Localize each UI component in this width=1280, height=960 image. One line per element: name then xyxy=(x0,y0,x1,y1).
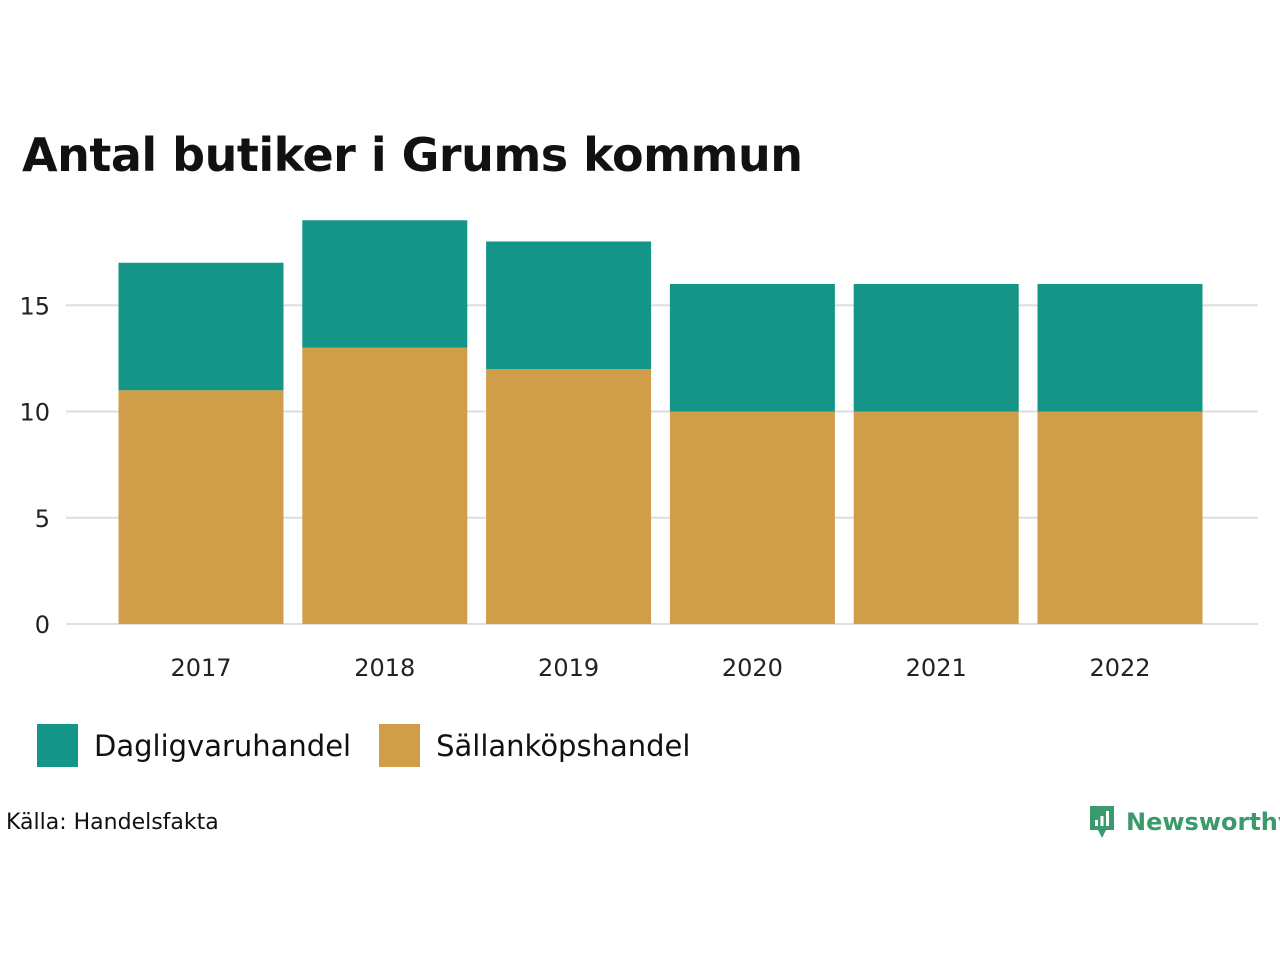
bar-2022-dagligvaruhandel xyxy=(1037,284,1203,412)
y-tick-label-0: 0 xyxy=(35,611,50,639)
legend-swatch-dagligvaruhandel xyxy=(37,724,78,767)
stacked-bar-chart: 0 5 10 15 2017 2018 2019 2020 2021 2022 xyxy=(19,220,1258,682)
legend-swatch-sallankopshandel xyxy=(379,724,421,767)
logo-text: Newsworthy xyxy=(1126,808,1280,836)
bar-2018-sallankopshandel xyxy=(302,347,468,624)
legend-item-sallankopshandel: Sällanköpshandel xyxy=(379,724,690,767)
legend-item-dagligvaruhandel: Dagligvaruhandel xyxy=(37,724,351,767)
bar-2020-dagligvaruhandel xyxy=(669,284,835,412)
bar-2021-dagligvaruhandel xyxy=(853,284,1019,412)
bar-2019-dagligvaruhandel xyxy=(486,241,652,369)
x-tick-label-2018: 2018 xyxy=(354,654,415,682)
bar-2019-sallankopshandel xyxy=(486,369,652,624)
legend-label-sallankopshandel: Sällanköpshandel xyxy=(436,728,691,763)
bar-2017-sallankopshandel xyxy=(118,390,284,624)
bar-2018-dagligvaruhandel xyxy=(302,220,468,348)
y-tick-label-15: 15 xyxy=(19,292,50,320)
bar-2017-dagligvaruhandel xyxy=(118,262,284,391)
bar-2022-sallankopshandel xyxy=(1037,411,1203,624)
x-tick-label-2019: 2019 xyxy=(538,654,599,682)
y-tick-label-5: 5 xyxy=(35,505,50,533)
source-note: Källa: Handelsfakta xyxy=(6,810,219,835)
x-tick-label-2020: 2020 xyxy=(722,654,783,682)
x-tick-label-2022: 2022 xyxy=(1089,654,1150,682)
newsworthy-logo: Newsworthy xyxy=(1088,804,1280,840)
x-tick-label-2021: 2021 xyxy=(906,654,967,682)
chart-title: Antal butiker i Grums kommun xyxy=(22,128,803,182)
newsworthy-chart-bubble-icon xyxy=(1090,806,1114,838)
bar-2020-sallankopshandel xyxy=(669,411,835,624)
legend: Dagligvaruhandel Sällanköpshandel xyxy=(37,724,718,767)
legend-label-dagligvaruhandel: Dagligvaruhandel xyxy=(94,728,352,763)
x-tick-label-2017: 2017 xyxy=(170,654,231,682)
y-tick-label-10: 10 xyxy=(19,399,50,427)
bar-2021-sallankopshandel xyxy=(853,411,1019,624)
